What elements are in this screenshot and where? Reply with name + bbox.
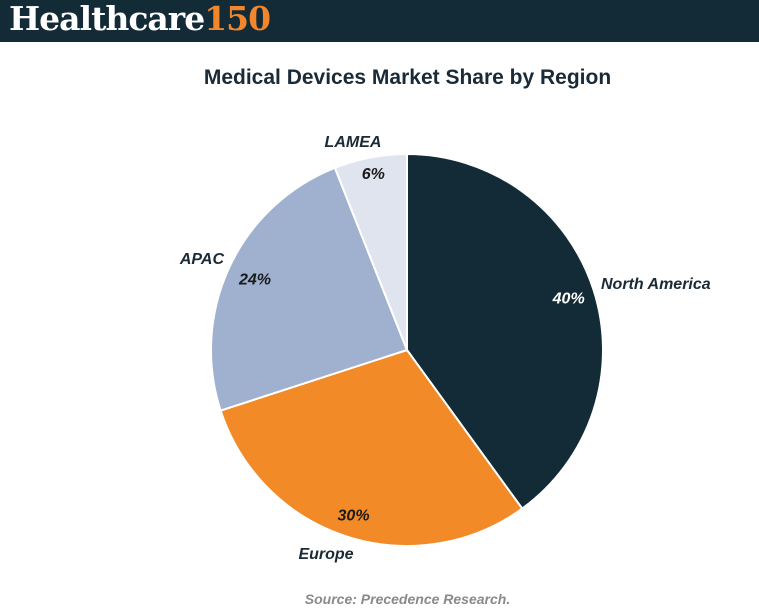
logo[interactable]: Healthcare150 <box>9 0 271 38</box>
source-note: Source: Precedence Research. <box>304 591 511 607</box>
category-label-lamea: LAMEA <box>325 134 382 151</box>
pie-slice-north-america <box>406 152 604 510</box>
category-label-apac: APAC <box>179 251 225 268</box>
category-label-europe: Europe <box>298 546 353 563</box>
value-label-europe: 30% <box>338 508 370 525</box>
category-label-north-america: North America <box>601 276 711 293</box>
value-label-north-america: 40% <box>552 290 585 307</box>
chart-title: Medical Devices Market Share by Region <box>203 66 612 89</box>
pie-slice-lamea <box>333 152 408 351</box>
header-bar: Healthcare150 <box>0 0 759 42</box>
value-label-apac: 24% <box>238 271 271 288</box>
logo-number: 150 <box>204 0 271 38</box>
pie-slice-europe <box>219 348 524 547</box>
logo-word: Healthcare <box>9 0 205 38</box>
value-label-lamea: 6% <box>362 166 385 183</box>
